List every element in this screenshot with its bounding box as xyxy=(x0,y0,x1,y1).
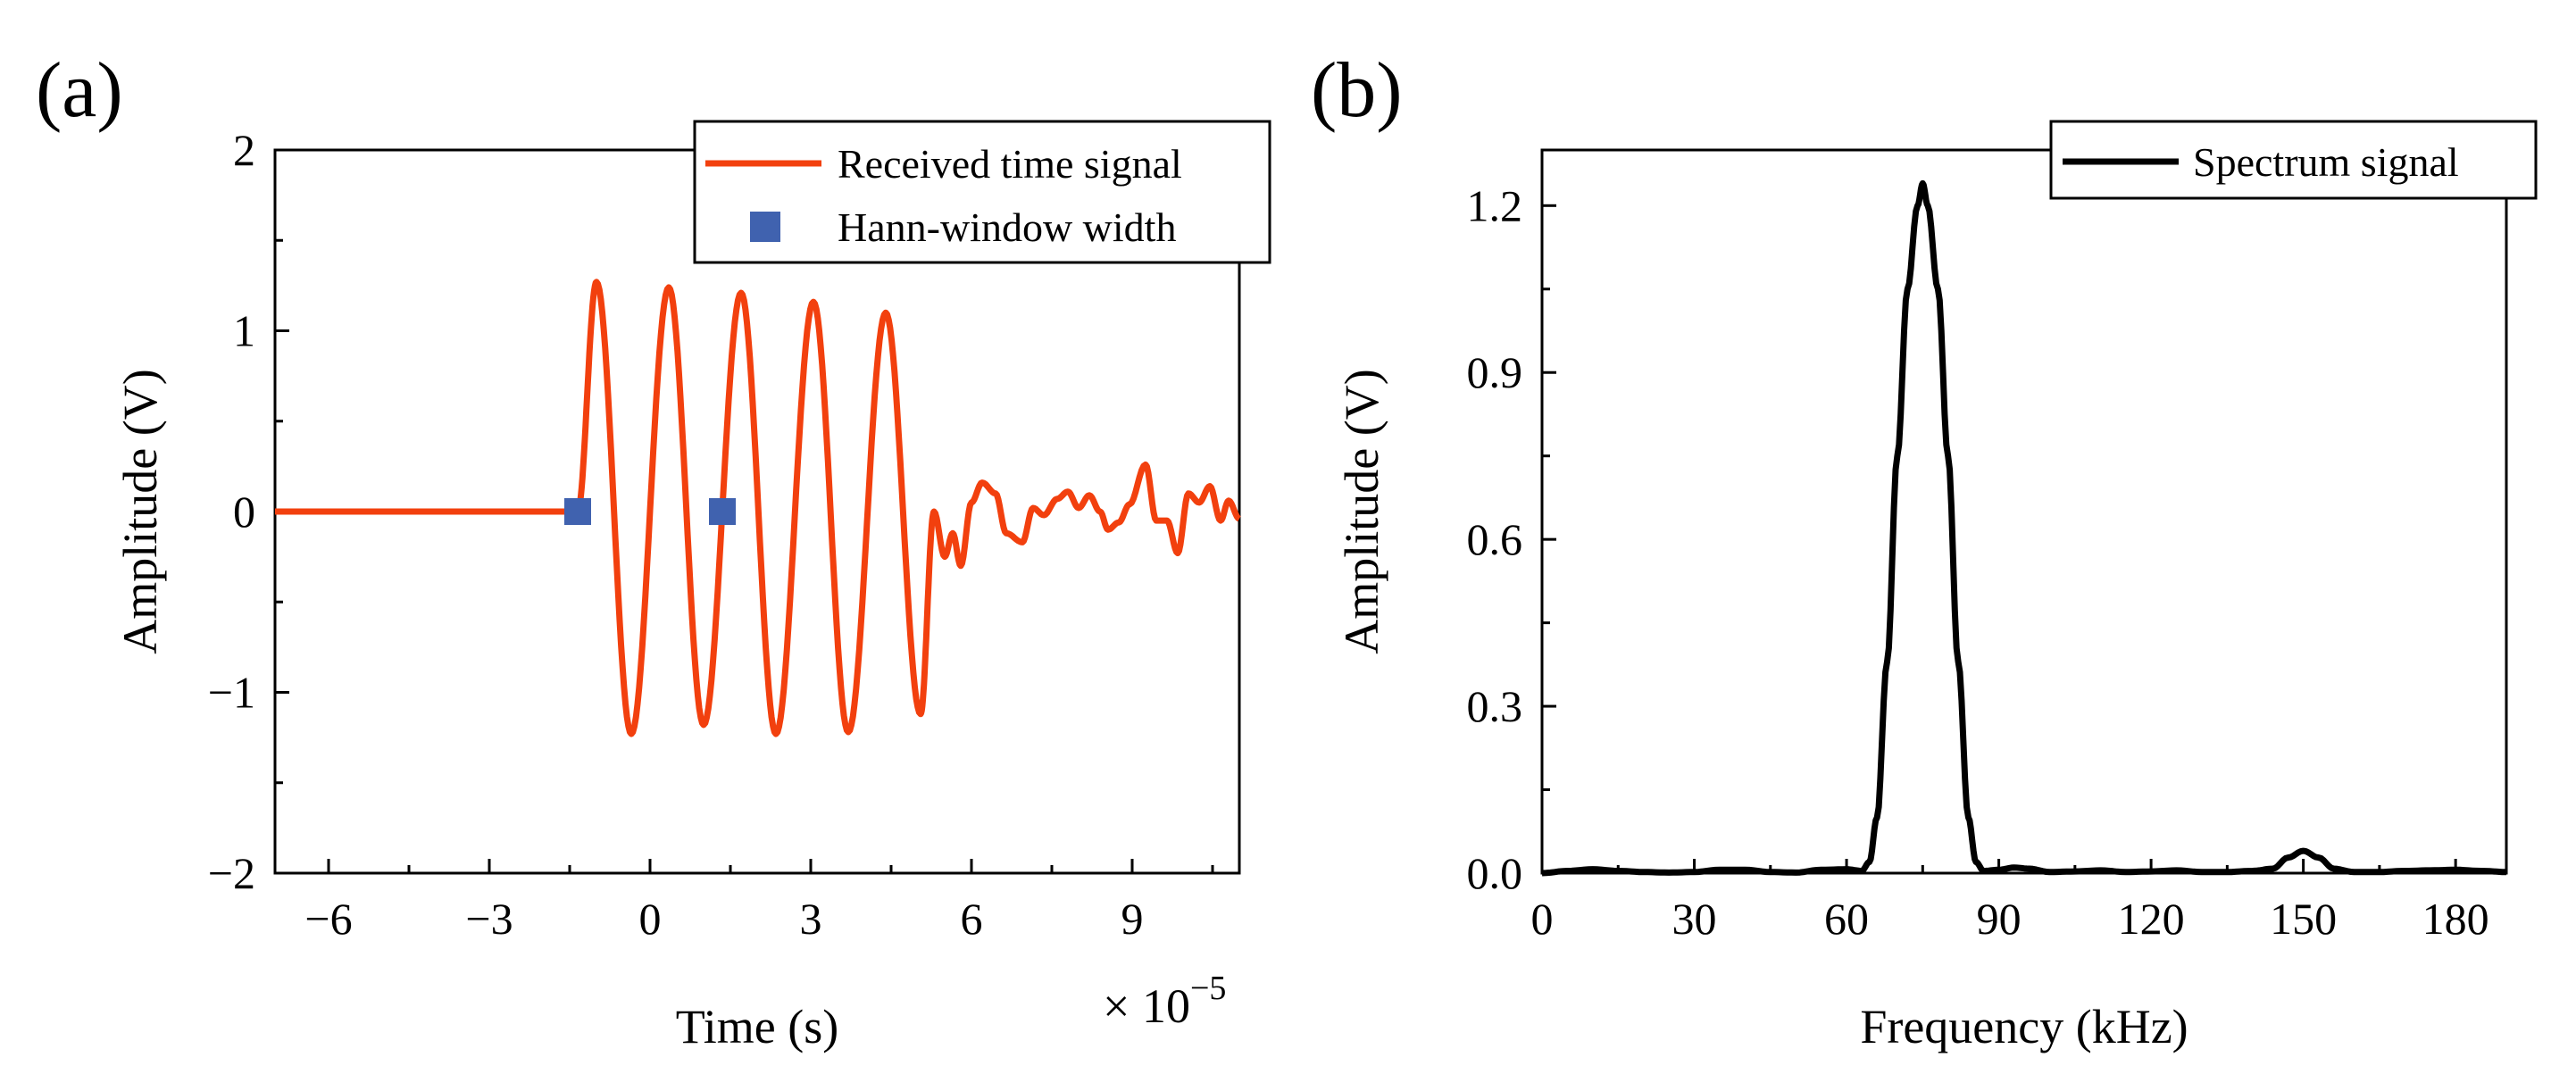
panel-b-x-tick-label: 0 xyxy=(1531,894,1554,944)
panel-a-ticks xyxy=(275,148,1214,875)
panel-b-x-tick-label: 60 xyxy=(1824,894,1869,944)
panel-a-x-tick-label: 0 xyxy=(639,894,662,944)
legend-swatch-hann-window-width xyxy=(750,212,780,242)
panel-b-x-tick-label: 90 xyxy=(1977,894,2022,944)
legend-label-received-time-signal: Received time signal xyxy=(838,141,1182,187)
panel-a-y-tick-label: 0 xyxy=(233,487,255,537)
panel-b-ticks xyxy=(1540,204,2457,875)
panel-a-y-axis-title: Amplitude (V) xyxy=(113,369,167,654)
panel-a-legend-box xyxy=(693,120,1271,264)
panel-b-y-tick-label: 0.6 xyxy=(1467,514,1523,564)
panel-a-x-multiplier-base: × 10 xyxy=(1103,979,1190,1033)
panel-a-legend: Received time signal Hann-window width xyxy=(693,120,1271,264)
panel-b-x-tick-label: 30 xyxy=(1672,894,1717,944)
panel-b-y-axis-title: Amplitude (V) xyxy=(1335,369,1388,654)
panel-a-x-axis-title: Time (s) xyxy=(676,1000,839,1053)
panel-a-series xyxy=(275,279,1241,737)
panel-b-x-axis-title: Frequency (kHz) xyxy=(1860,1000,2188,1053)
hann-window-marker xyxy=(564,498,591,525)
legend-label-spectrum-signal: Spectrum signal xyxy=(2193,139,2459,185)
panel-a-x-tick-label: −3 xyxy=(465,894,513,944)
panel-b-x-tick-label: 150 xyxy=(2270,894,2337,944)
panel-a-x-tick-label: 3 xyxy=(800,894,822,944)
panel-b-y-tick-label: 0.3 xyxy=(1467,681,1523,731)
panel-b-y-tick-label: 1.2 xyxy=(1467,180,1523,230)
panel-b-series xyxy=(1541,179,2507,877)
panel-b-y-tick-label: 0.0 xyxy=(1467,848,1523,898)
panel-b-label: (b) xyxy=(1311,47,1403,134)
panel-a-tick-labels: −6 −3 0 3 6 9 −2 −1 0 1 2 xyxy=(208,125,1144,944)
panel-a-x-tick-label: −6 xyxy=(304,894,352,944)
panel-b-plot-frame xyxy=(1540,148,2508,875)
panel-a-y-tick-label: 1 xyxy=(233,306,255,356)
panel-a-y-tick-label: −1 xyxy=(208,668,255,718)
series-received-time-signal-line xyxy=(275,279,1241,737)
hann-window-marker xyxy=(709,498,736,525)
panel-b-x-tick-label: 180 xyxy=(2422,894,2489,944)
series-spectrum-signal-line xyxy=(1541,179,2507,877)
panel-b-x-tick-label: 120 xyxy=(2118,894,2185,944)
panel-b-y-tick-label: 0.9 xyxy=(1467,347,1523,397)
panel-b-legend: Spectrum signal xyxy=(2049,120,2538,200)
panel-a-x-tick-label: 9 xyxy=(1121,894,1144,944)
panel-a-time-signal: (a) −6 −3 0 3 6 9 −2 −1 0 1 2 Time (s) Amplitude (… xyxy=(36,47,1271,1053)
panel-a-x-multiplier-exponent: −5 xyxy=(1190,970,1226,1007)
panel-a-x-multiplier: × 10−5 xyxy=(1103,970,1226,1033)
panel-a-y-tick-label: −2 xyxy=(208,848,255,898)
panel-b-spectrum: (b) 0 30 60 90 120 150 180 0.0 0.3 0.6 0.9 1.2 Freq… xyxy=(1311,47,2538,1053)
panel-a-label: (a) xyxy=(36,47,123,134)
panel-a-x-tick-label: 6 xyxy=(961,894,983,944)
legend-label-hann-window-width: Hann-window width xyxy=(838,204,1176,250)
panel-b-tick-labels: 0 30 60 90 120 150 180 0.0 0.3 0.6 0.9 1.2 xyxy=(1467,180,2489,944)
panel-a-y-tick-label: 2 xyxy=(233,125,255,175)
